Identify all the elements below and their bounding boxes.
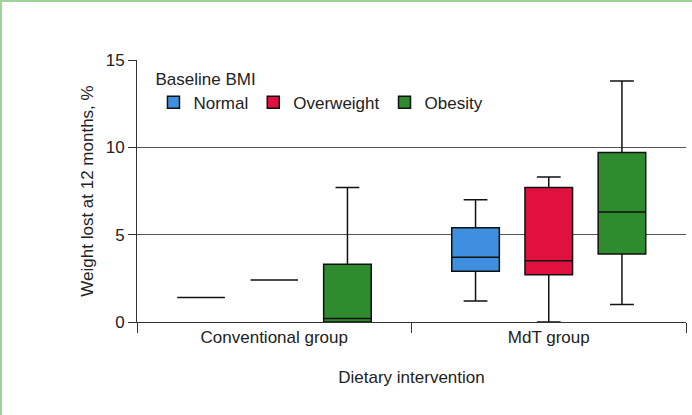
svg-text:10: 10 xyxy=(106,138,125,157)
svg-text:15: 15 xyxy=(106,51,125,70)
svg-text:Overweight: Overweight xyxy=(293,94,379,113)
svg-text:MdT group: MdT group xyxy=(508,328,590,347)
svg-text:Conventional group: Conventional group xyxy=(201,328,348,347)
svg-text:0: 0 xyxy=(115,313,124,332)
svg-text:Baseline BMI: Baseline BMI xyxy=(155,70,255,89)
svg-text:Dietary intervention: Dietary intervention xyxy=(338,368,484,387)
svg-text:Weight lost at 12 months, %: Weight lost at 12 months, % xyxy=(78,85,97,296)
svg-text:Obesity: Obesity xyxy=(425,94,483,113)
svg-text:Normal: Normal xyxy=(193,94,248,113)
svg-text:5: 5 xyxy=(115,226,124,245)
